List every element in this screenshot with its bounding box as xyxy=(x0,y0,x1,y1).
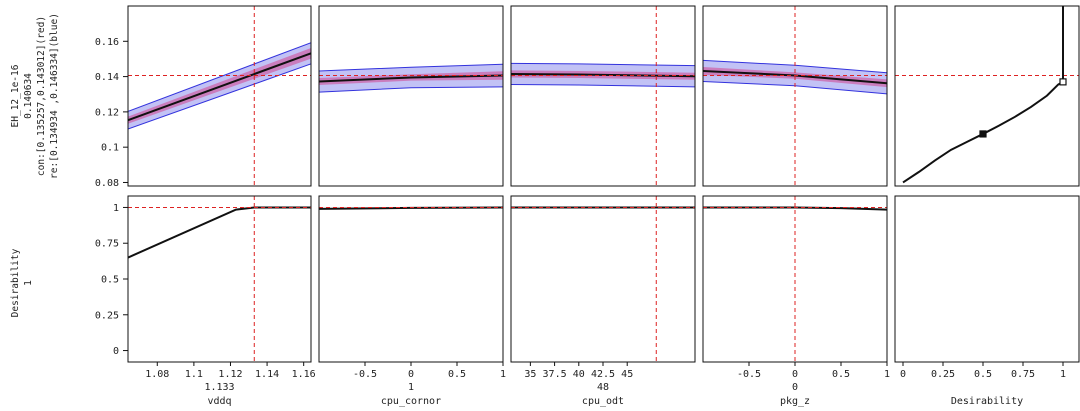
factor-current-value-cpu_cornor: 1 xyxy=(408,382,414,393)
response-current-value: 0.140634 xyxy=(23,73,34,119)
desirability-marker-1 xyxy=(1059,78,1067,86)
empty-panel-frame xyxy=(894,195,1080,363)
xtick-label-vddq: 1.12 xyxy=(218,369,242,380)
desirability-marker-0 xyxy=(979,130,987,138)
desirability-name: Desirability xyxy=(10,248,21,317)
panel-frame xyxy=(127,5,312,187)
desirability-function-panel xyxy=(895,6,1079,184)
panel-frame xyxy=(318,5,504,187)
xtick-label-cpu_odt: 40 xyxy=(573,369,585,380)
factor-name-cpu_odt: cpu_odt xyxy=(582,396,624,407)
desirability-current-value: 1 xyxy=(23,280,34,286)
response-panel-cpu_odt xyxy=(511,6,695,186)
factor-name-cpu_cornor: cpu_cornor xyxy=(381,396,441,407)
confidence-interval-label: con:[0.135257,0.143012](red) xyxy=(36,16,47,176)
xtick-label-desirability: 0.5 xyxy=(974,369,992,380)
desirability-panel-vddq xyxy=(128,196,311,362)
prediction-band-lower-cpu_cornor xyxy=(319,86,503,93)
desirability-ytick-label: 0.75 xyxy=(95,239,119,250)
xtick-label-vddq: 1.16 xyxy=(292,369,316,380)
xtick-label-cpu_cornor: -0.5 xyxy=(353,369,377,380)
factor-name-pkg_z: pkg_z xyxy=(780,396,810,407)
xtick-label-cpu_odt: 37.5 xyxy=(543,369,567,380)
desirability-ytick-label: 0.25 xyxy=(95,310,119,321)
desirability-panel-pkg_z xyxy=(703,196,887,362)
xtick-label-pkg_z: -0.5 xyxy=(737,369,761,380)
prediction-band-upper-vddq xyxy=(128,42,311,112)
response-ytick-label: 0.12 xyxy=(95,107,119,118)
xtick-label-cpu_odt: 45 xyxy=(621,369,633,380)
desirability-ytick-label: 1 xyxy=(113,203,119,214)
xtick-label-pkg_z: 1 xyxy=(884,369,890,380)
xtick-label-cpu_odt: 35 xyxy=(524,369,536,380)
response-panel-pkg_z xyxy=(703,6,887,186)
xtick-label-cpu_odt: 42.5 xyxy=(591,369,615,380)
xtick-label-vddq: 1.08 xyxy=(145,369,169,380)
panel-frame xyxy=(894,5,1080,187)
prediction-band-lower-vddq xyxy=(128,63,311,130)
desirability-axis-label: Desirability 1 xyxy=(10,248,34,317)
xtick-label-desirability: 0.75 xyxy=(1011,369,1035,380)
panel-frame xyxy=(127,195,312,363)
xtick-label-vddq: 1.1 xyxy=(185,369,203,380)
response-axis-label: EH_12_1e-16 0.140634 con:[0.135257,0.143… xyxy=(10,13,60,179)
desirability-panel-cpu_odt xyxy=(511,196,695,362)
xtick-label-desirability: 0.25 xyxy=(931,369,955,380)
xtick-label-cpu_cornor: 1 xyxy=(500,369,506,380)
panel-frame xyxy=(510,5,696,187)
prediction-interval-label: re:[0.134934 ,0.146334](blue) xyxy=(49,13,60,179)
xtick-label-pkg_z: 0.5 xyxy=(832,369,850,380)
xtick-label-vddq: 1.14 xyxy=(255,369,279,380)
xtick-label-cpu_cornor: 0.5 xyxy=(448,369,466,380)
panel-frame xyxy=(702,5,888,187)
desirability-function-curve xyxy=(902,6,1064,184)
prediction-band-upper-cpu_cornor xyxy=(319,63,503,72)
response-ytick-label: 0.08 xyxy=(95,178,119,189)
desirability-ytick-label: 0.5 xyxy=(101,275,119,286)
factor-name-vddq: vddq xyxy=(207,396,231,407)
desirability-ytick-label: 0 xyxy=(113,346,119,357)
xtick-label-desirability: 1 xyxy=(1060,369,1066,380)
response-panel-cpu_cornor xyxy=(319,6,503,186)
factor-current-value-cpu_odt: 48 xyxy=(597,382,609,393)
prediction-line-vddq xyxy=(128,52,311,122)
response-ytick-label: 0.1 xyxy=(101,143,119,154)
xtick-label-pkg_z: 0 xyxy=(792,369,798,380)
response-ytick-label: 0.16 xyxy=(95,37,119,48)
response-name: EH_12_1e-16 xyxy=(10,64,21,127)
factor-current-value-pkg_z: 0 xyxy=(792,382,798,393)
xtick-label-cpu_cornor: 0 xyxy=(408,369,414,380)
response-panel-vddq xyxy=(128,6,311,186)
response-ytick-label: 0.14 xyxy=(95,72,119,83)
xtick-label-desirability: 0 xyxy=(900,369,906,380)
desirability-panel-cpu_cornor xyxy=(319,196,503,362)
prediction-line-cpu_cornor xyxy=(319,74,503,83)
factor-current-value-vddq: 1.133 xyxy=(204,382,234,393)
desirability-axis-title: Desirability xyxy=(951,396,1023,407)
prediction-line-cpu_odt xyxy=(511,72,695,78)
